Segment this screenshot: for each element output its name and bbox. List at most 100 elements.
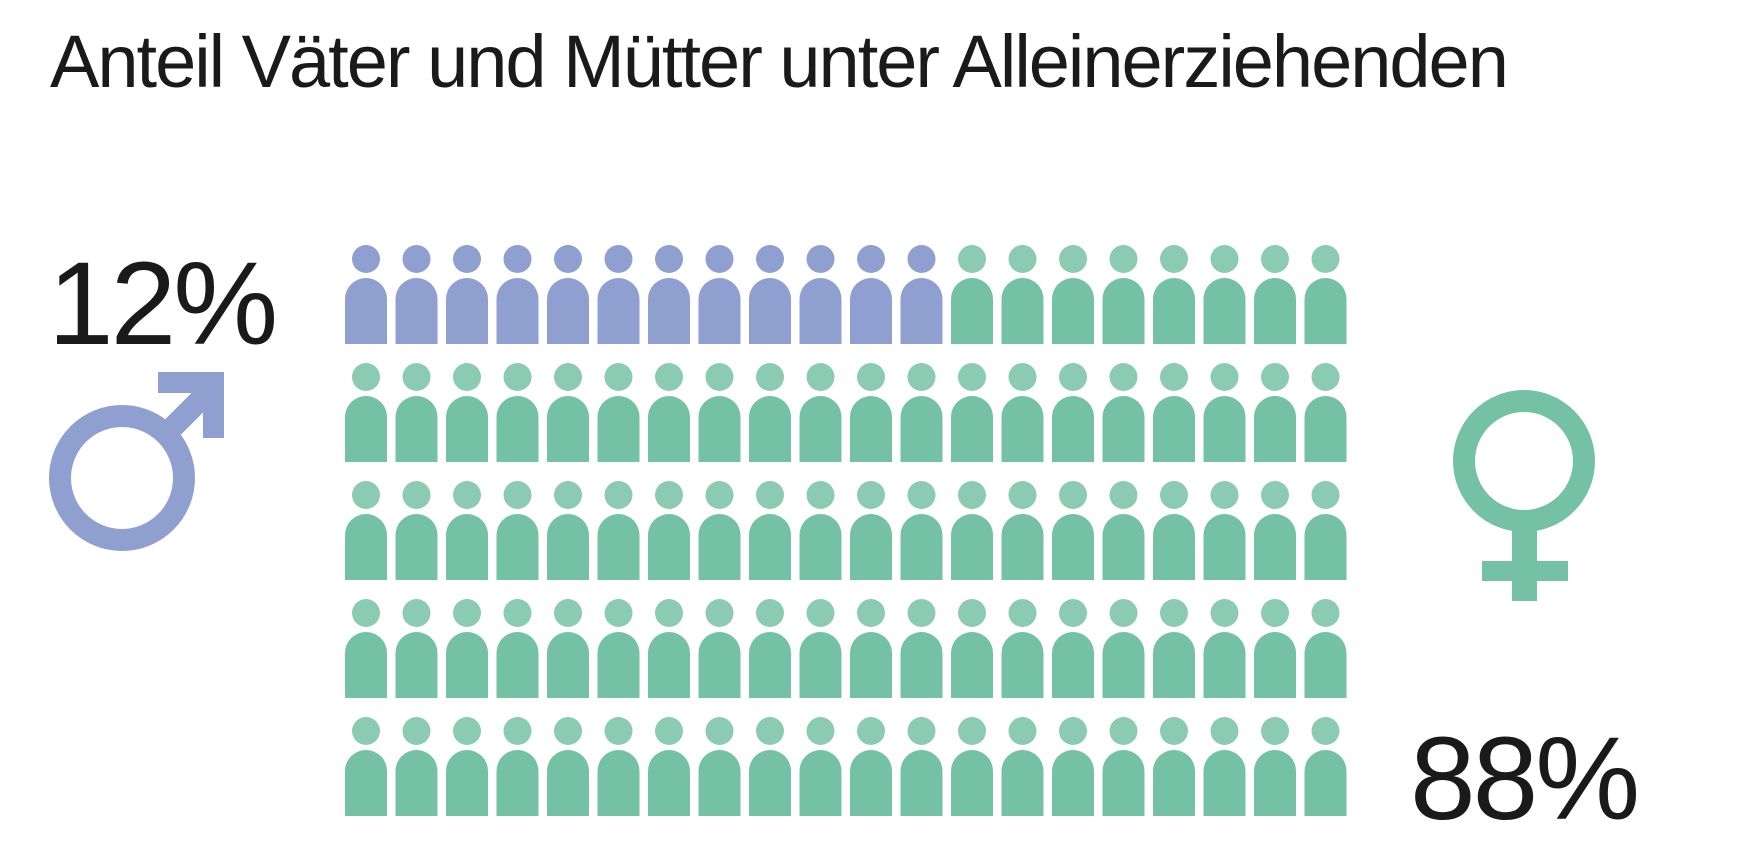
person-head bbox=[453, 599, 481, 627]
person-head bbox=[1059, 717, 1087, 745]
mother-person-icon bbox=[749, 363, 791, 462]
person-head bbox=[503, 481, 532, 509]
mother-person-icon bbox=[345, 363, 387, 462]
mother-person-icon bbox=[850, 599, 892, 698]
mother-person-icon bbox=[648, 481, 690, 580]
person-body bbox=[1254, 514, 1296, 580]
person-body bbox=[648, 632, 690, 698]
mother-person-icon bbox=[547, 363, 589, 462]
person-body bbox=[951, 396, 993, 462]
person-body bbox=[1001, 514, 1044, 580]
female-symbol-icon bbox=[1453, 390, 1595, 601]
person-head bbox=[554, 245, 582, 273]
mother-person-icon bbox=[345, 481, 387, 580]
person-body bbox=[951, 278, 993, 344]
mother-person-icon bbox=[850, 717, 892, 816]
mother-person-icon bbox=[1203, 717, 1246, 816]
person-head bbox=[857, 481, 885, 509]
person-body bbox=[799, 396, 842, 462]
person-head bbox=[1261, 363, 1289, 391]
person-head bbox=[1160, 717, 1188, 745]
mother-person-icon bbox=[395, 717, 438, 816]
mother-person-icon bbox=[698, 481, 741, 580]
person-head bbox=[1261, 599, 1289, 627]
person-body bbox=[1254, 396, 1296, 462]
person-body bbox=[1001, 396, 1044, 462]
person-head bbox=[1210, 717, 1239, 745]
person-body bbox=[698, 750, 741, 816]
person-body bbox=[345, 632, 387, 698]
person-head bbox=[806, 245, 835, 273]
mother-person-icon bbox=[698, 599, 741, 698]
mother-person-icon bbox=[951, 717, 993, 816]
person-body bbox=[496, 396, 539, 462]
person-head bbox=[1311, 599, 1340, 627]
person-body bbox=[1304, 396, 1347, 462]
person-body bbox=[446, 514, 488, 580]
person-body bbox=[446, 278, 488, 344]
mother-person-icon bbox=[1052, 363, 1094, 462]
person-body bbox=[799, 750, 842, 816]
person-head bbox=[352, 599, 380, 627]
person-head bbox=[857, 363, 885, 391]
mother-person-icon bbox=[900, 481, 943, 580]
person-head bbox=[1008, 481, 1037, 509]
person-head bbox=[402, 481, 431, 509]
mother-person-icon bbox=[446, 481, 488, 580]
mother-person-icon bbox=[698, 363, 741, 462]
mother-person-icon bbox=[951, 481, 993, 580]
father-person-icon bbox=[698, 245, 741, 344]
person-body bbox=[749, 632, 791, 698]
male-symbol-icon bbox=[49, 372, 224, 551]
person-body bbox=[850, 632, 892, 698]
person-head bbox=[402, 599, 431, 627]
person-body bbox=[1102, 278, 1145, 344]
father-person-icon bbox=[850, 245, 892, 344]
person-head bbox=[503, 717, 532, 745]
father-person-icon bbox=[749, 245, 791, 344]
mother-person-icon bbox=[1052, 481, 1094, 580]
person-head bbox=[352, 481, 380, 509]
mother-person-icon bbox=[1102, 717, 1145, 816]
mother-person-icon bbox=[1203, 599, 1246, 698]
person-body bbox=[395, 396, 438, 462]
person-head bbox=[453, 717, 481, 745]
person-body bbox=[1001, 632, 1044, 698]
person-head bbox=[1059, 363, 1087, 391]
person-head bbox=[503, 245, 532, 273]
person-head bbox=[453, 245, 481, 273]
person-body bbox=[1052, 632, 1094, 698]
mother-person-icon bbox=[1153, 481, 1195, 580]
person-head bbox=[1210, 599, 1239, 627]
person-head bbox=[1160, 481, 1188, 509]
person-body bbox=[395, 514, 438, 580]
mother-person-icon bbox=[1153, 245, 1195, 344]
person-head bbox=[1160, 599, 1188, 627]
person-head bbox=[806, 481, 835, 509]
person-body bbox=[1102, 396, 1145, 462]
person-body bbox=[1254, 632, 1296, 698]
mother-person-icon bbox=[1304, 245, 1347, 344]
person-head bbox=[1261, 245, 1289, 273]
person-head bbox=[1109, 481, 1138, 509]
mother-person-icon bbox=[496, 599, 539, 698]
mother-person-icon bbox=[1203, 481, 1246, 580]
person-head bbox=[352, 363, 380, 391]
person-head bbox=[453, 481, 481, 509]
person-body bbox=[1102, 750, 1145, 816]
father-person-icon bbox=[799, 245, 842, 344]
person-head bbox=[705, 363, 734, 391]
person-head bbox=[655, 599, 683, 627]
person-body bbox=[648, 278, 690, 344]
person-head bbox=[907, 481, 936, 509]
person-body bbox=[749, 514, 791, 580]
person-body bbox=[597, 514, 640, 580]
person-body bbox=[547, 514, 589, 580]
mother-person-icon bbox=[799, 363, 842, 462]
mother-person-icon bbox=[1153, 717, 1195, 816]
father-person-icon bbox=[345, 245, 387, 344]
person-head bbox=[907, 599, 936, 627]
person-head bbox=[1059, 245, 1087, 273]
person-head bbox=[1008, 717, 1037, 745]
chart-title: Anteil Väter und Mütter unter Alleinerzi… bbox=[50, 20, 1509, 103]
